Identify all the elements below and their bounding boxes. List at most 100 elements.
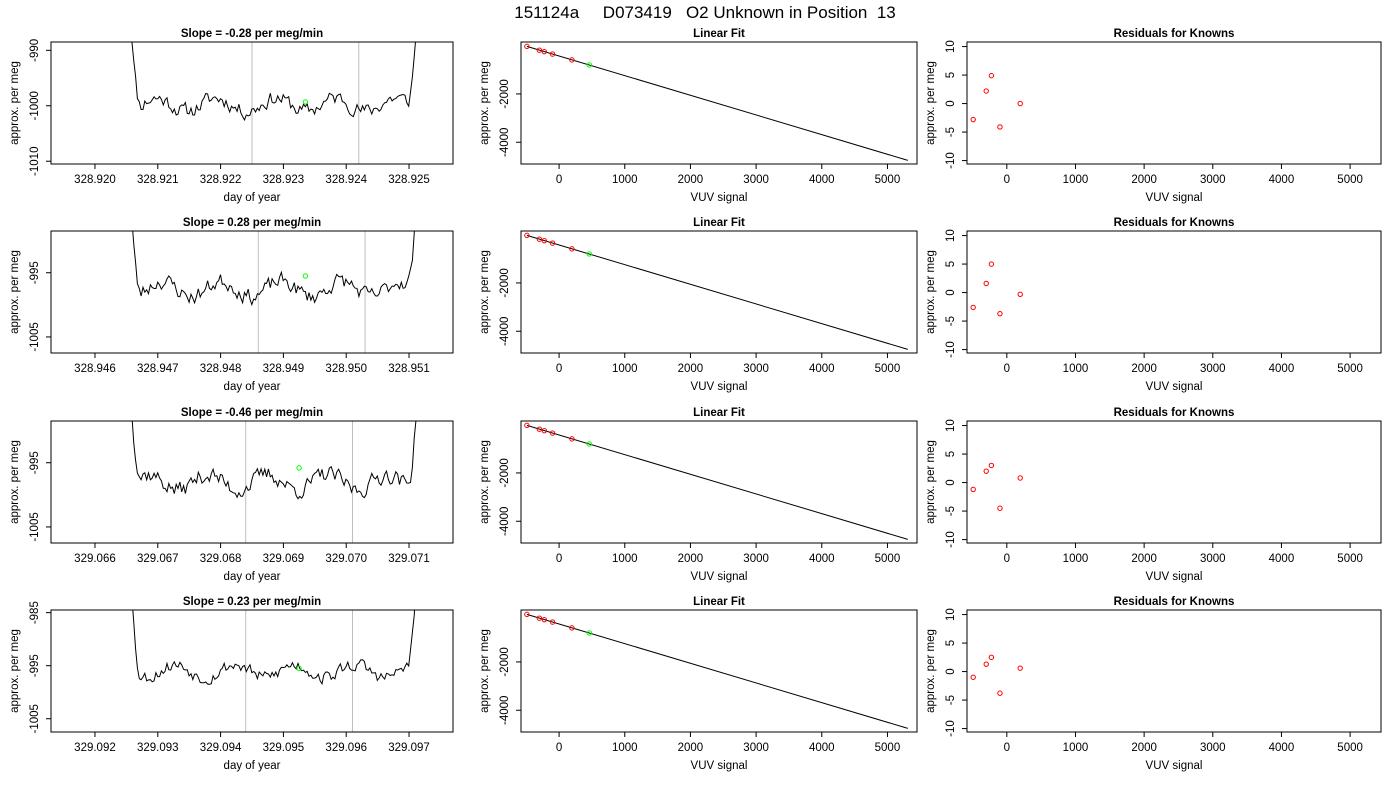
standard-point [536, 47, 543, 53]
x-tick-label: 328.924 [325, 174, 367, 186]
x-tick-label: 2000 [1131, 174, 1157, 186]
y-axis-label: approx. per meg [9, 629, 21, 713]
unknown-point-marker [586, 62, 592, 68]
y-tick-label: -995 [29, 261, 41, 284]
x-tick-label: 4000 [809, 174, 835, 186]
panel-title: Linear Fit [693, 217, 745, 229]
residual-point [970, 304, 976, 311]
x-tick-label: 329.071 [388, 553, 430, 565]
x-tick-label: 328.948 [200, 363, 242, 375]
x-tick-label: 328.921 [137, 174, 179, 186]
residual-point [983, 280, 989, 287]
x-axis-label: VUV signal [691, 192, 748, 204]
fit-line [526, 234, 908, 350]
panel-title: Linear Fit [693, 28, 745, 40]
panel-linear-fit-row-3: Linear Fit 0 1000 2000 3000 4000 5000 -2000 -400… [479, 407, 918, 583]
y-tick-label: -10 [945, 531, 957, 548]
panel-residuals-row-3: Residuals for Knowns 0 1000 2000 3000 4000 500… [925, 407, 1382, 583]
y-tick-label: -4000 [499, 317, 511, 346]
x-tick-label: 2000 [678, 174, 704, 186]
x-tick-label: 3000 [1200, 553, 1226, 565]
x-tick-label: 0 [556, 742, 562, 754]
x-tick-label: 5000 [1337, 174, 1363, 186]
y-axis-label: approx. per meg [925, 629, 937, 713]
x-tick-label: 1000 [612, 553, 638, 565]
x-axis-label: VUV signal [691, 381, 748, 393]
x-tick-label: 4000 [1269, 742, 1295, 754]
y-tick-label: 5 [945, 640, 957, 646]
y-axis-label: approx. per meg [925, 61, 937, 145]
x-tick-label: 3000 [743, 553, 769, 565]
panel-title: Linear Fit [693, 407, 745, 419]
plot-area [970, 261, 1023, 317]
y-axis-label: approx. per meg [925, 250, 937, 334]
x-tick-label: 0 [1004, 553, 1010, 565]
x-tick-label: 0 [1004, 742, 1010, 754]
y-axis-label: approx. per meg [479, 440, 491, 524]
y-tick-label: 10 [945, 229, 957, 242]
standard-point [569, 246, 575, 252]
panel-title: Residuals for Knowns [1114, 217, 1235, 229]
fit-line [526, 45, 908, 161]
signal-trace [131, 42, 416, 122]
panel-title: Residuals for Knowns [1114, 28, 1235, 40]
unknown-point-marker [302, 273, 309, 279]
y-tick-label: -1005 [29, 322, 41, 351]
y-tick-label: -985 [29, 601, 41, 624]
x-tick-label: 328.925 [388, 174, 430, 186]
x-tick-label: 329.096 [325, 742, 367, 754]
standard-point [541, 237, 548, 244]
x-tick-label: 3000 [1200, 742, 1226, 754]
residual-point [970, 674, 976, 680]
x-tick-label: 3000 [743, 174, 769, 186]
plot-frame [520, 230, 918, 354]
plot-frame [50, 230, 454, 354]
y-tick-label: -2000 [499, 647, 511, 676]
x-tick-label: 329.066 [74, 553, 116, 565]
y-axis-label: approx. per meg [479, 629, 491, 713]
y-axis-label: approx. per meg [9, 250, 21, 334]
x-axis-label: VUV signal [1146, 571, 1203, 583]
x-tick-label: 0 [1004, 363, 1010, 375]
residual-point [970, 486, 976, 493]
x-tick-label: 4000 [1269, 363, 1295, 375]
y-tick-label: -4000 [499, 507, 511, 536]
y-tick-label: -995 [29, 654, 41, 677]
y-tick-label: 5 [945, 451, 957, 457]
x-axis-label: day of year [224, 192, 281, 204]
y-tick-label: -2000 [499, 79, 511, 108]
y-tick-label: -1005 [29, 512, 41, 541]
residual-point [970, 116, 976, 123]
standard-point [536, 426, 543, 432]
x-tick-label: 329.094 [200, 742, 242, 754]
y-tick-label: 10 [945, 40, 957, 53]
x-tick-label: 329.097 [388, 742, 430, 754]
x-tick-label: 4000 [809, 742, 835, 754]
y-tick-label: -1005 [29, 704, 41, 733]
unknown-point-marker [302, 99, 309, 105]
y-tick-label: -5 [945, 127, 957, 137]
residual-point [1017, 475, 1023, 481]
standard-point [569, 625, 575, 631]
residual-point [997, 690, 1003, 696]
x-tick-label: 4000 [1269, 174, 1295, 186]
residual-point [997, 310, 1003, 317]
residual-point [983, 468, 989, 474]
x-tick-label: 2000 [678, 553, 704, 565]
panel-residuals-row-2: Residuals for Knowns 0 1000 2000 3000 4000 500… [925, 217, 1382, 393]
unknown-point-marker [296, 465, 302, 471]
unknown-point-marker [586, 441, 592, 447]
y-axis-label: approx. per meg [9, 440, 21, 524]
x-tick-label: 2000 [1131, 363, 1157, 375]
y-tick-label: 5 [945, 261, 957, 267]
standard-point [549, 619, 556, 625]
panel-title: Residuals for Knowns [1114, 596, 1235, 608]
plot-frame [520, 41, 918, 165]
plot-area [131, 42, 416, 164]
y-tick-label: -4000 [499, 696, 511, 725]
x-tick-label: 328.947 [137, 363, 179, 375]
standard-point [569, 57, 575, 63]
panel-linear-fit-row-2: Linear Fit 0 1000 2000 3000 4000 5000 -2000 -400… [479, 217, 918, 393]
y-tick-label: -10 [945, 720, 957, 737]
x-axis-label: VUV signal [1146, 192, 1203, 204]
